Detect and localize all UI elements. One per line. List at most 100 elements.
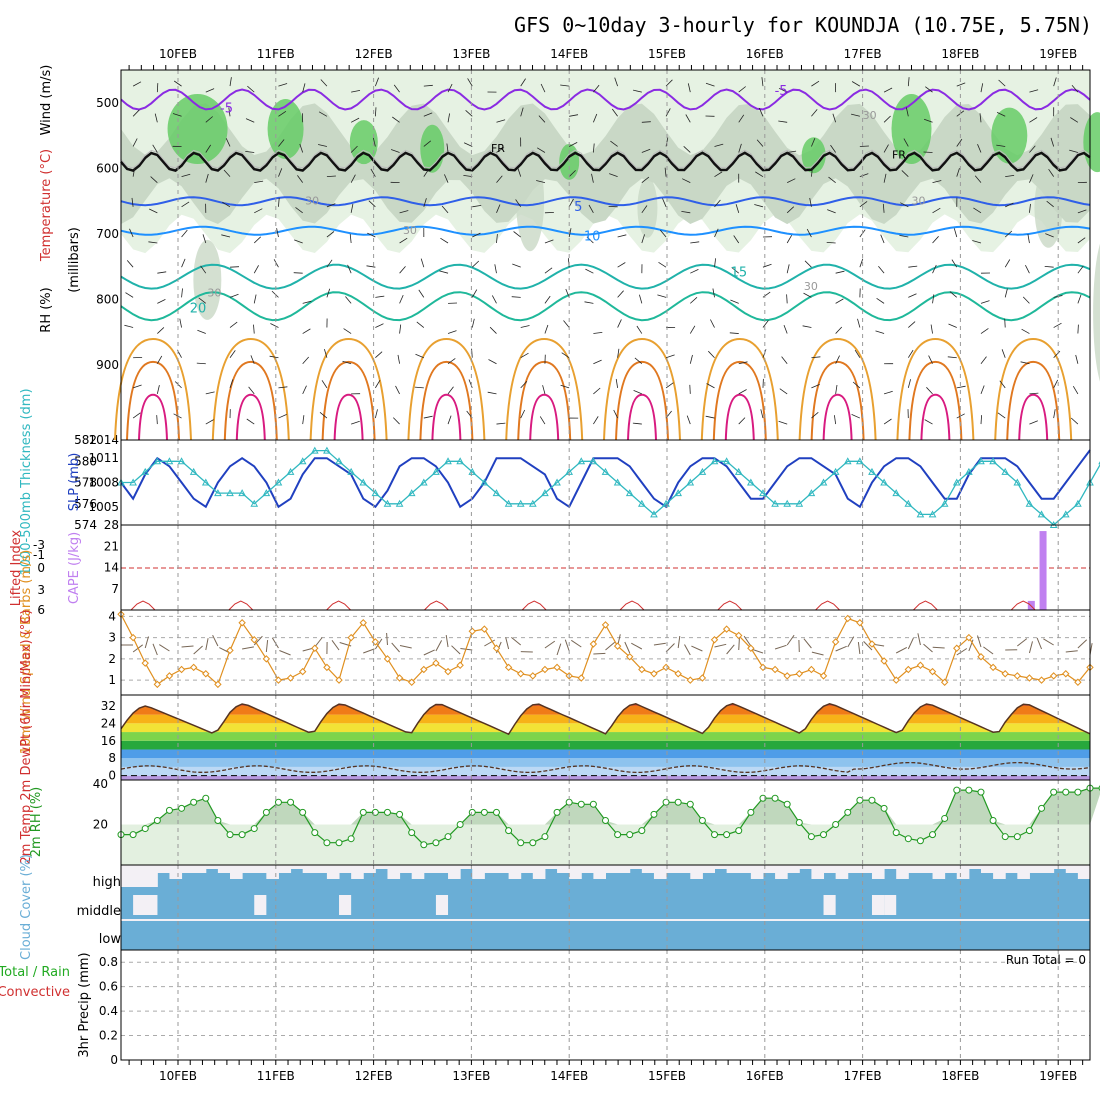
wind10m-barb bbox=[968, 639, 974, 652]
wind-barb bbox=[172, 113, 182, 117]
cape-tick: 7 bbox=[111, 582, 119, 596]
wind-barb bbox=[173, 80, 182, 87]
wind-barb bbox=[229, 379, 234, 389]
wind-barb bbox=[883, 418, 892, 425]
cloud-high-gap bbox=[181, 865, 195, 873]
wind10m-barb bbox=[726, 644, 735, 655]
wind-barb bbox=[342, 360, 352, 365]
wind-barb bbox=[375, 379, 381, 389]
thickness-point bbox=[444, 457, 452, 465]
wind-barb bbox=[738, 86, 746, 93]
wind-barb bbox=[947, 356, 957, 359]
wind-barb bbox=[755, 171, 764, 177]
cloud-high-gap bbox=[435, 865, 449, 873]
wind10m-barb bbox=[212, 634, 219, 647]
wind-barb bbox=[854, 349, 861, 358]
wind-barb bbox=[568, 170, 576, 177]
rh2m-point bbox=[299, 808, 307, 816]
wind10m-point bbox=[250, 636, 258, 644]
wind-barb bbox=[826, 242, 836, 244]
wind-barb bbox=[200, 265, 207, 274]
wind-barb bbox=[617, 234, 627, 238]
wind-barb bbox=[731, 267, 739, 274]
wind-barb bbox=[662, 198, 667, 207]
rh2m-point bbox=[492, 808, 500, 816]
cloud-high-gap bbox=[339, 865, 352, 873]
cloud-high-gap bbox=[448, 865, 461, 879]
rh2m-point bbox=[480, 808, 488, 816]
rh-contour-label: 30 bbox=[207, 286, 221, 299]
wind-barb bbox=[980, 356, 987, 364]
wind10m-point bbox=[747, 644, 755, 652]
wind-barb bbox=[883, 115, 891, 123]
thickness-point bbox=[298, 457, 307, 465]
wind-barb bbox=[714, 199, 721, 208]
wind-barb bbox=[973, 207, 982, 214]
wind-barb bbox=[1004, 230, 1013, 238]
wind-barb bbox=[997, 412, 1006, 419]
wind-barb bbox=[980, 83, 984, 93]
wind-barb bbox=[851, 113, 860, 117]
cloud-high-gap bbox=[133, 865, 146, 887]
cloud-middle-gap bbox=[884, 895, 897, 915]
wind-barb bbox=[1053, 77, 1057, 87]
wind-barb bbox=[542, 385, 546, 394]
wind-barb bbox=[447, 83, 453, 93]
bl-temp-arch bbox=[529, 393, 560, 441]
rh2m-point bbox=[250, 825, 258, 833]
wind-barb bbox=[496, 119, 506, 123]
wind10m-barb bbox=[159, 644, 170, 652]
precip-tick: 0.2 bbox=[99, 1029, 118, 1043]
wind10m-barb bbox=[847, 636, 855, 648]
wind-barb bbox=[465, 110, 473, 117]
cape-tick: 28 bbox=[104, 518, 119, 532]
thickness-point bbox=[952, 478, 961, 486]
thickness-point bbox=[250, 499, 259, 507]
wind-barb bbox=[245, 151, 255, 153]
wind-barb bbox=[228, 107, 231, 117]
wind-barb bbox=[665, 79, 673, 87]
rh2m-point bbox=[517, 839, 525, 847]
rh2m-point bbox=[686, 800, 694, 808]
thickness-point bbox=[323, 446, 331, 454]
wind-barb bbox=[447, 358, 456, 365]
contour-label-5: 5 bbox=[574, 200, 582, 215]
wind-barb bbox=[787, 150, 797, 153]
wind-barb bbox=[423, 140, 432, 147]
wind-barb bbox=[446, 143, 449, 153]
thickness-point bbox=[504, 499, 513, 507]
wind-barb bbox=[875, 330, 885, 334]
pressure-tick: 500 bbox=[96, 96, 119, 110]
wind-barb bbox=[948, 323, 957, 328]
wind-barb bbox=[447, 415, 452, 425]
wind10m-point bbox=[1013, 672, 1022, 680]
wind-barb bbox=[560, 84, 570, 87]
wind-barb bbox=[1048, 168, 1054, 177]
rh2m-point bbox=[396, 810, 404, 818]
rh2m-point bbox=[856, 796, 864, 804]
date-label-bottom: 17FEB bbox=[844, 1069, 882, 1083]
wind-barb bbox=[390, 149, 400, 153]
rh-tick: 20 bbox=[93, 818, 108, 832]
wind-barb bbox=[681, 211, 691, 214]
wind-barb bbox=[399, 294, 404, 304]
wind-barb bbox=[641, 205, 648, 214]
wind-barb bbox=[803, 292, 812, 298]
wind-barb bbox=[593, 387, 601, 395]
cloud-high-gap bbox=[544, 865, 558, 869]
wind-barb bbox=[423, 168, 430, 177]
rh2m-point bbox=[408, 829, 416, 837]
wind10m-barb bbox=[917, 633, 921, 646]
wind-barb bbox=[592, 143, 595, 153]
wind10m-point bbox=[1074, 678, 1082, 686]
wind-barb bbox=[343, 328, 352, 334]
pressure-tick: 900 bbox=[96, 358, 119, 372]
cloud-high-gap bbox=[484, 865, 497, 873]
wind-barb bbox=[368, 200, 376, 208]
wind-barb bbox=[636, 325, 643, 334]
wind10m-point bbox=[1049, 672, 1058, 680]
rh2m-point bbox=[1074, 788, 1082, 796]
thickness-point bbox=[468, 467, 477, 475]
wind10m-point bbox=[698, 674, 707, 682]
thickness-point bbox=[419, 478, 428, 486]
